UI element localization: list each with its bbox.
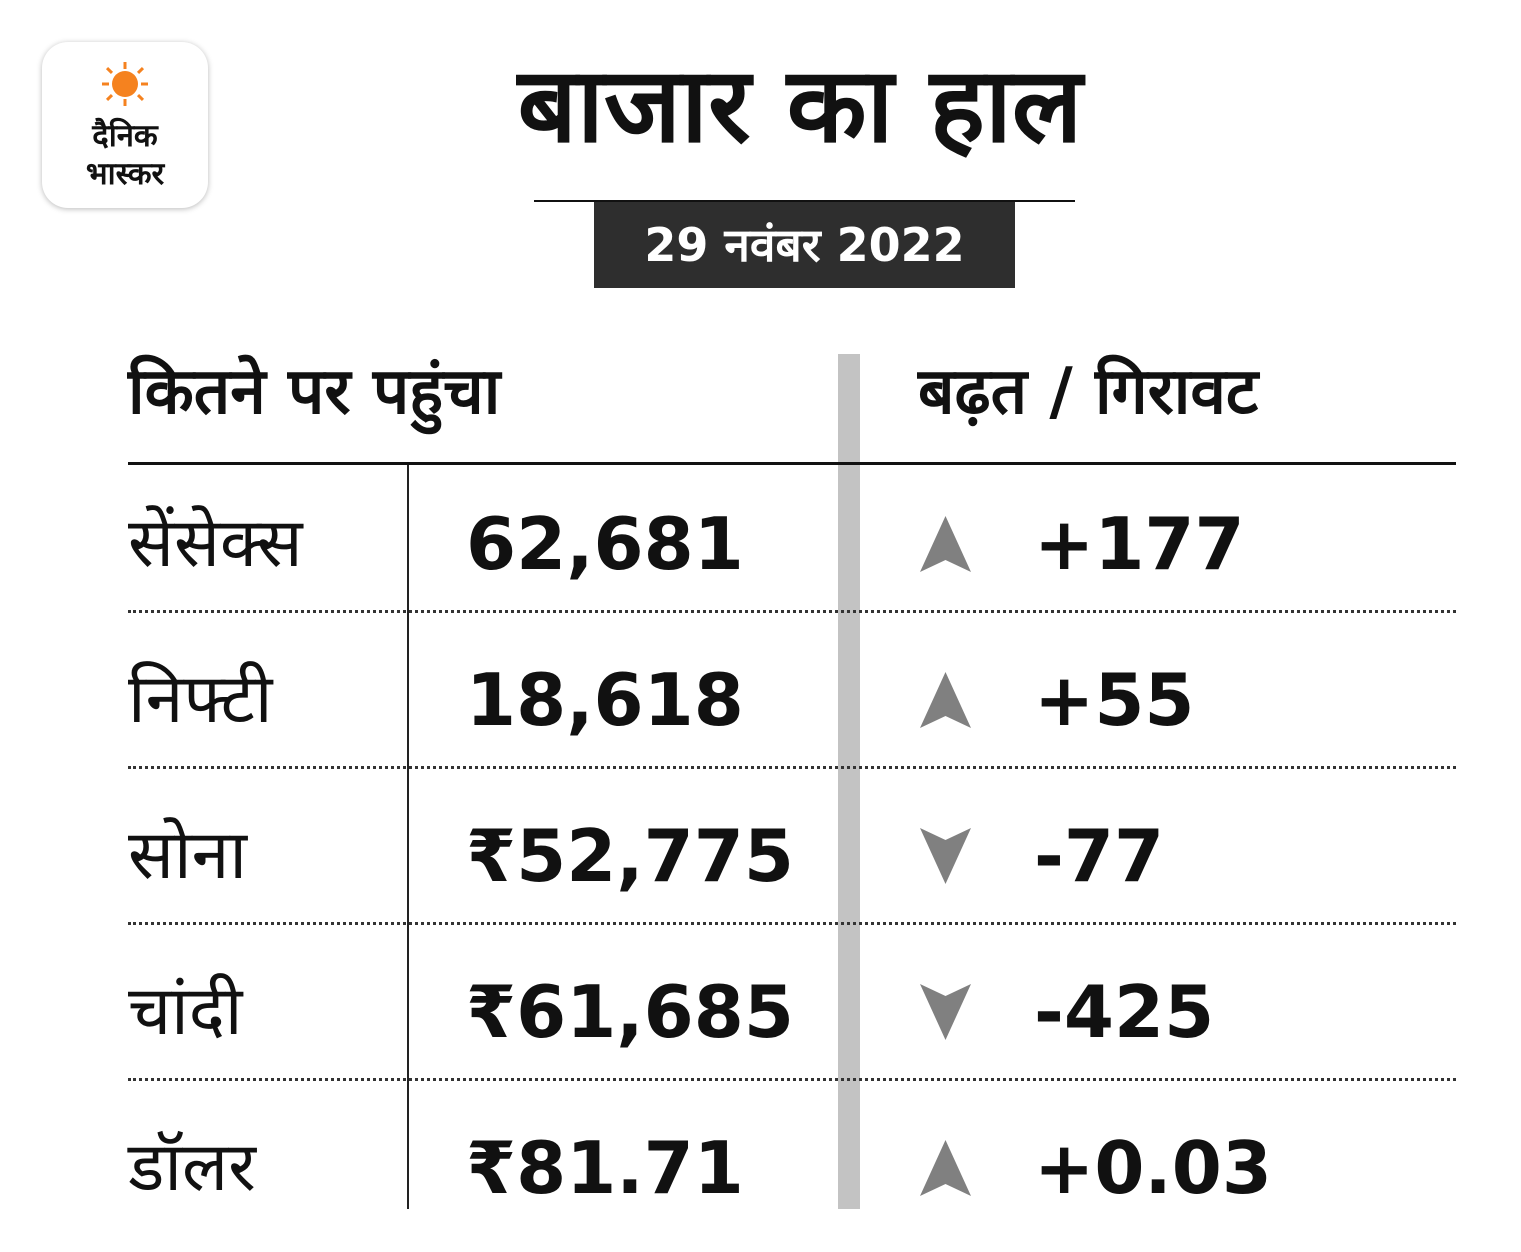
table-row-dollar: डॉलर ₹81.71 +0.03 (0, 1090, 1521, 1246)
arrow-down-icon (920, 984, 971, 1040)
column-header-change: बढ़त / गिरावट (918, 355, 1259, 429)
arrow-up-icon (920, 516, 971, 572)
column-header-value: कितने पर पहुंचा (128, 355, 501, 429)
row-change: +177 (1034, 502, 1245, 586)
row-separator (128, 1078, 1456, 1081)
date-badge: 29 नवंबर 2022 (594, 202, 1015, 288)
row-separator (128, 610, 1456, 613)
row-separator (128, 766, 1456, 769)
row-value: ₹81.71 (466, 1126, 744, 1210)
row-name: डॉलर (128, 1128, 256, 1207)
header-rule (128, 462, 1456, 465)
row-change: +0.03 (1034, 1126, 1272, 1210)
row-value: 18,618 (466, 658, 744, 742)
table-row-gold: सोना ₹52,775 -77 (0, 778, 1521, 934)
dainik-bhaskar-logo: दैनिक भास्कर (42, 42, 208, 208)
column-divider (838, 354, 860, 1209)
row-value: ₹61,685 (466, 970, 794, 1054)
row-change: -425 (1034, 970, 1215, 1054)
name-value-divider (407, 464, 409, 1209)
row-name: सेंसेक्स (128, 504, 303, 583)
row-change: -77 (1034, 814, 1165, 898)
arrow-down-icon (920, 828, 971, 884)
row-value: 62,681 (466, 502, 744, 586)
logo-text-line2: भास्कर (85, 156, 165, 192)
table-row-nifty: निफ्टी 18,618 +55 (0, 622, 1521, 778)
table-row-sensex: सेंसेक्स 62,681 +177 (0, 466, 1521, 622)
arrow-up-icon (920, 1140, 971, 1196)
row-name: चांदी (128, 972, 243, 1051)
logo-text-line1: दैनिक (92, 118, 158, 154)
sun-icon (102, 62, 148, 106)
arrow-up-icon (920, 672, 971, 728)
row-change: +55 (1034, 658, 1195, 742)
row-name: निफ्टी (128, 660, 273, 739)
table-row-silver: चांदी ₹61,685 -425 (0, 934, 1521, 1090)
title-rule (534, 200, 1075, 202)
row-value: ₹52,775 (466, 814, 794, 898)
row-name: सोना (128, 816, 247, 895)
page-title: बाजार का हाल (517, 44, 1083, 166)
row-separator (128, 922, 1456, 925)
